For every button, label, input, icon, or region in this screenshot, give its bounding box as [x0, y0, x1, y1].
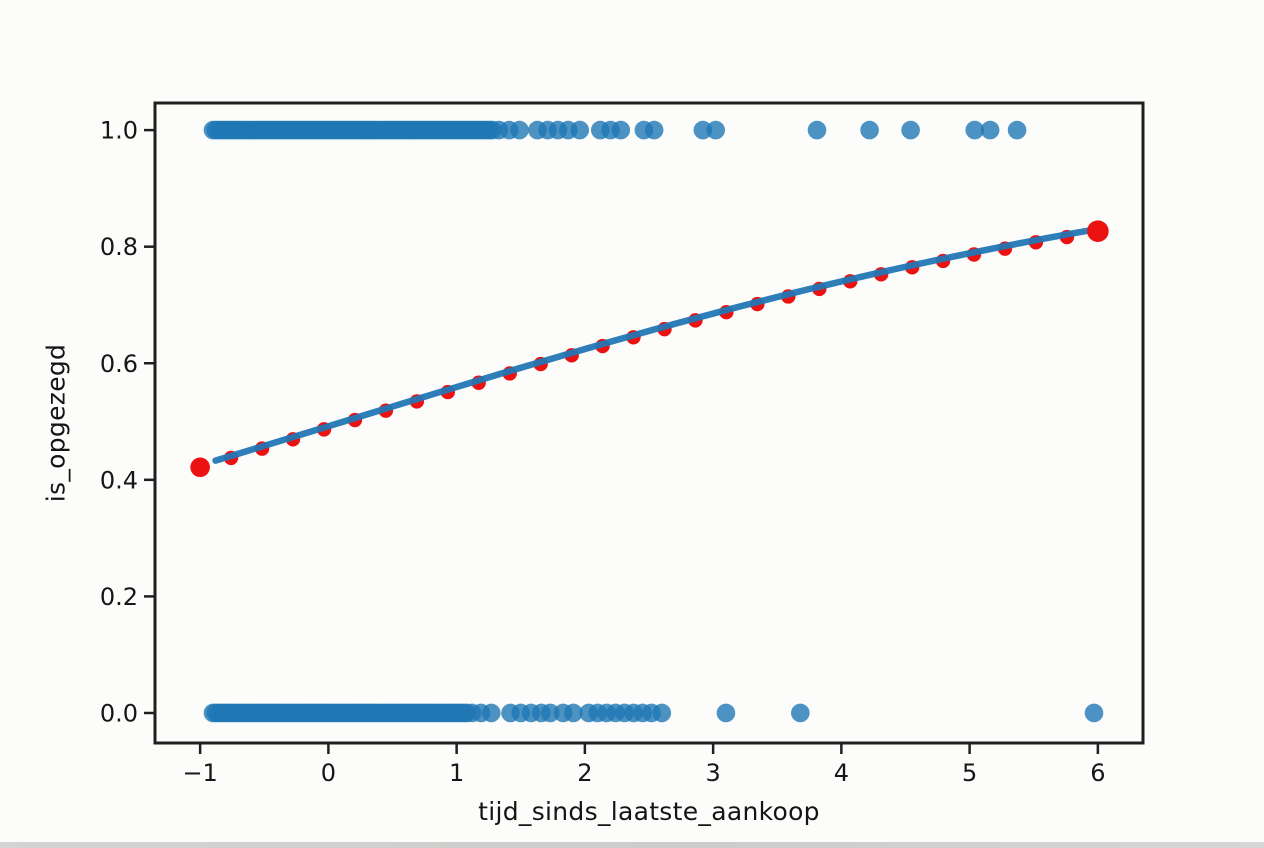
scatter-point: [901, 120, 920, 140]
x-tick-label: 4: [834, 759, 849, 787]
scatter-point: [860, 120, 879, 140]
scatter-point: [1007, 120, 1027, 140]
y-tick-label: 1.0: [100, 117, 138, 145]
scatter-point: [716, 703, 736, 723]
scatter-point: [510, 120, 529, 140]
scatter-point: [693, 120, 713, 140]
x-tick-label: 2: [577, 759, 592, 787]
scatter-point: [570, 120, 590, 140]
y-tick-label: 0.2: [100, 583, 138, 611]
scatter-point: [807, 120, 827, 140]
scatter-point: [706, 120, 725, 140]
scatter-point: [791, 703, 810, 723]
scatter-point: [540, 703, 560, 723]
x-tick-label: 5: [962, 759, 977, 787]
prediction-endpoint: [190, 457, 210, 478]
x-tick-label: 1: [449, 759, 464, 787]
scatter-point: [644, 120, 664, 140]
plot-border: [153, 101, 1145, 745]
prediction-endpoint: [1087, 220, 1109, 242]
x-tick-label: −1: [182, 759, 217, 787]
scatter-point: [652, 703, 672, 723]
scatter-point: [965, 120, 985, 140]
x-tick-label: 0: [321, 759, 336, 787]
x-tick-label: 3: [705, 759, 720, 787]
scatter-point: [1084, 703, 1104, 723]
x-axis-label: tijd_sinds_laatste_aankoop: [478, 797, 820, 826]
trend-line: [212, 227, 1094, 464]
scatter-point: [611, 120, 631, 140]
scatter-point: [980, 120, 1000, 140]
scan-artifact-strip: [0, 842, 1264, 848]
x-tick-label: 6: [1090, 759, 1105, 787]
y-tick-label: 0.6: [100, 350, 138, 378]
y-tick-label: 0.0: [100, 699, 138, 727]
scatter-point: [481, 703, 501, 723]
y-tick-label: 0.8: [100, 233, 138, 261]
scatter-point: [564, 703, 583, 723]
y-axis-label: is_opgezegd: [41, 343, 71, 503]
y-tick-label: 0.4: [100, 466, 138, 494]
